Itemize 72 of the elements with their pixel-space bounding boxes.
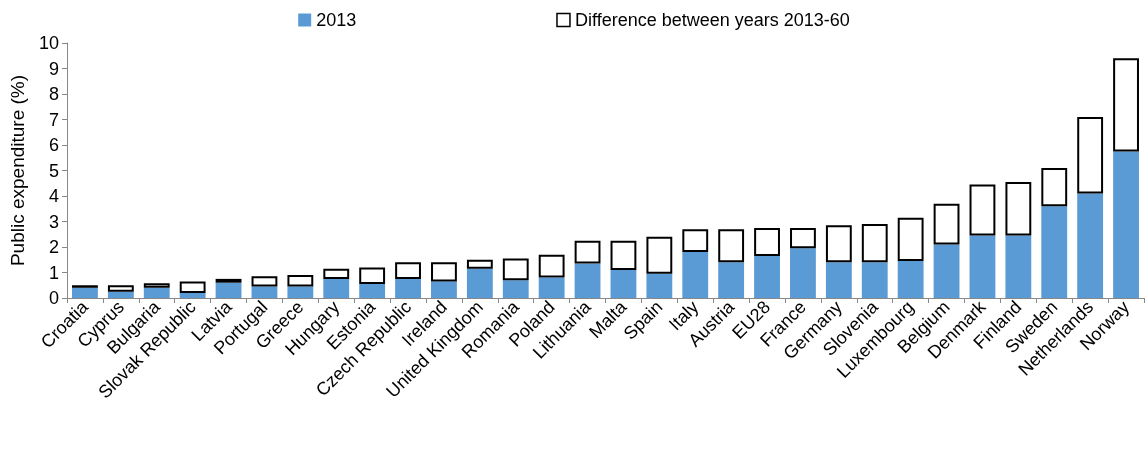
bar (754, 227, 780, 256)
bar (646, 236, 673, 274)
y-tick-label: 4 (48, 186, 59, 206)
bar (1041, 206, 1068, 298)
y-tick-label: 8 (48, 84, 59, 104)
bar (897, 217, 924, 262)
bar (790, 227, 816, 249)
bar (323, 278, 350, 298)
bar (610, 240, 637, 270)
y-tick-label: 1 (48, 262, 59, 283)
bar (610, 269, 637, 298)
bar (502, 258, 529, 281)
y-tick-label: 0 (48, 288, 59, 308)
bar (1113, 151, 1139, 298)
bar (466, 259, 493, 269)
bar (574, 240, 601, 264)
bar (1005, 181, 1032, 236)
bar (359, 267, 386, 284)
bar (287, 275, 314, 287)
bar (1113, 58, 1139, 152)
bar (969, 184, 996, 236)
bar (790, 248, 816, 298)
bar (825, 225, 852, 263)
bar (861, 262, 888, 298)
bar (682, 252, 709, 298)
y-tick-label: 2 (48, 237, 59, 257)
bar (395, 278, 421, 298)
bar (754, 255, 780, 298)
legend-label: 2013 (316, 10, 357, 30)
y-tick-label: 9 (48, 58, 59, 79)
bar (143, 287, 170, 298)
bar (215, 282, 242, 298)
bar (287, 286, 314, 298)
bar (502, 280, 529, 298)
bar (107, 291, 134, 298)
bar (251, 286, 278, 298)
bar (466, 268, 493, 298)
y-tick-label: 5 (48, 160, 59, 181)
bar (395, 262, 421, 279)
bar (359, 283, 386, 298)
bar (574, 263, 601, 298)
bar (143, 283, 170, 288)
y-axis-title: Public expenditure (%) (7, 74, 28, 267)
bar (431, 281, 457, 298)
bar (933, 203, 960, 245)
bar (933, 244, 960, 298)
bar (107, 285, 134, 292)
bar (431, 262, 457, 282)
bar (825, 262, 852, 298)
bar (251, 276, 278, 287)
y-tick-label: 6 (48, 135, 59, 155)
y-tick-label: 10 (38, 33, 59, 53)
bar (969, 235, 996, 298)
bar (538, 277, 565, 298)
bar (646, 273, 673, 298)
y-tick-label: 3 (48, 211, 59, 232)
bar (1077, 116, 1104, 194)
bar (1041, 167, 1068, 207)
bar (179, 281, 206, 293)
bar (718, 262, 745, 298)
bar (1005, 235, 1032, 298)
y-tick-label: 7 (48, 109, 59, 130)
bar (72, 287, 98, 298)
bar (1077, 193, 1104, 298)
bar (897, 261, 924, 298)
bar (682, 229, 709, 253)
bar (323, 268, 350, 279)
bar (179, 292, 206, 298)
legend-label: Difference between years 2013-60 (574, 10, 850, 30)
bar (718, 229, 745, 263)
bar (538, 254, 565, 278)
bar (861, 224, 888, 263)
